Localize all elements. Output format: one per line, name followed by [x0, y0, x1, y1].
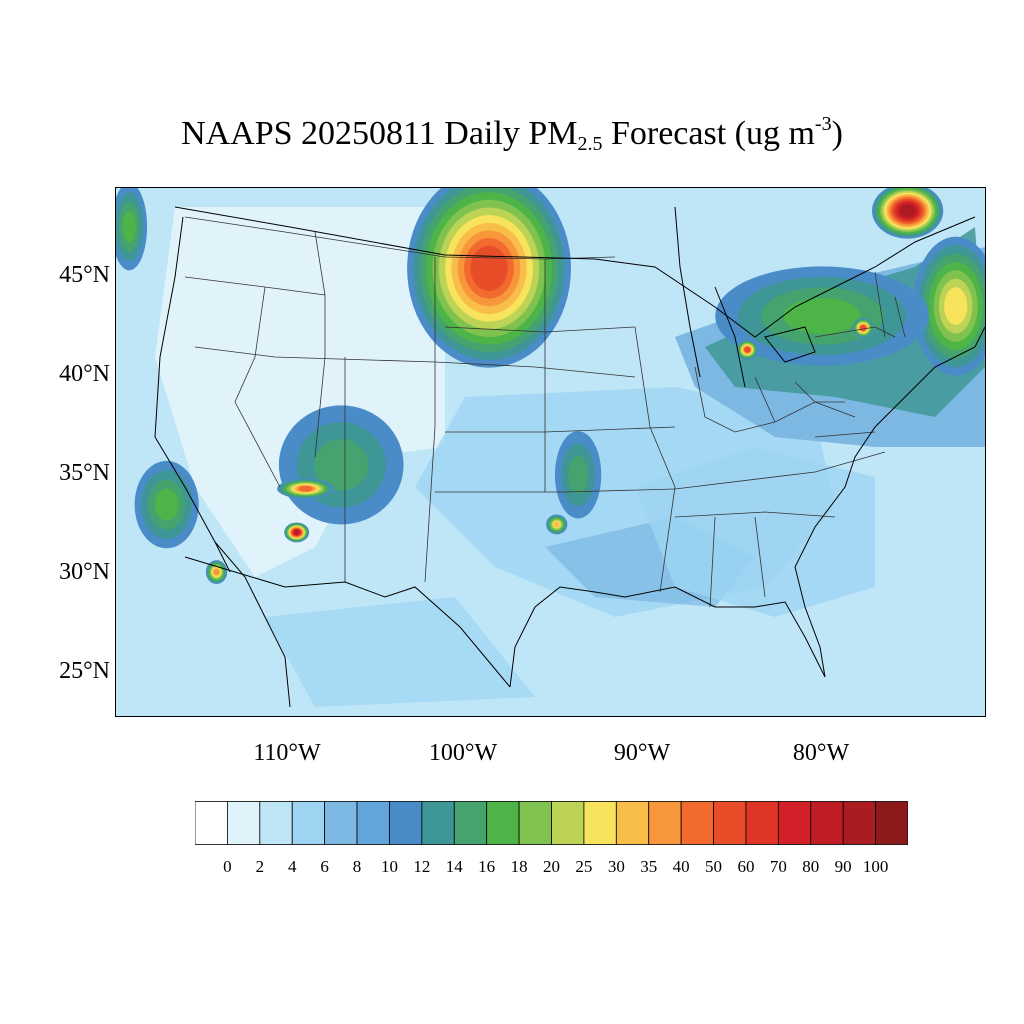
colorbar [195, 801, 908, 845]
colorbar-box [356, 801, 390, 845]
colorbar-box [713, 801, 747, 845]
interior-west-clean-air [155, 207, 445, 577]
plume-contour [213, 569, 220, 576]
louisiana-fire [546, 514, 568, 535]
colorbar-label: 4 [287, 857, 297, 876]
colorbar-label: 20 [543, 857, 560, 876]
pacific-nw-plume [115, 187, 148, 271]
plume-contour [314, 439, 369, 491]
plume-contour [744, 346, 751, 353]
country-borders [174, 206, 976, 688]
colorbar-box [745, 801, 779, 845]
lon-label: 90°W [613, 740, 671, 766]
southeast-field [635, 447, 875, 617]
lat-label: 40°N [59, 361, 110, 387]
plume-contour [900, 205, 915, 217]
colorbar-box [583, 801, 617, 845]
colorbar-label: 14 [445, 857, 463, 876]
lon-label: 80°W [792, 740, 850, 766]
arkansas-plume [554, 431, 602, 519]
colorbar-label: 10 [380, 857, 398, 876]
colorbar-box [259, 801, 293, 845]
colorbar-box [875, 801, 908, 845]
plume-contour [155, 488, 179, 521]
colorbar-label: 0 [223, 857, 232, 876]
colorbar-label: 2 [255, 857, 265, 876]
colorbar-box [648, 801, 682, 845]
colorbar-label: 60 [737, 857, 755, 876]
title-subscript: 2.5 [577, 133, 603, 155]
pm25-map [115, 187, 986, 717]
colorbar-label: 18 [510, 857, 528, 876]
plume-contour [860, 324, 867, 331]
colorbar-label: 16 [478, 857, 496, 876]
mexico-field [265, 597, 535, 707]
map-title: NAAPS 20250811 Daily PM2.5 Forecast (ug … [0, 112, 1024, 156]
coastlines [154, 206, 986, 708]
state-borders [184, 216, 906, 608]
colorbar-box [453, 801, 488, 845]
lat-label: 30°N [59, 559, 110, 585]
plume-contour [470, 245, 508, 291]
colorbar-box [518, 801, 552, 845]
colorbar-box [389, 801, 423, 845]
plume-contour [568, 455, 589, 494]
plume-contour [122, 210, 136, 243]
socal-plume [134, 460, 199, 549]
lake-erie-fire [736, 339, 759, 360]
four-corners-plume [278, 405, 404, 525]
colorbar-label: 35 [640, 857, 658, 876]
ny-fire [852, 318, 874, 338]
colorbar-label: 70 [769, 857, 787, 876]
plume-contour [783, 298, 861, 335]
plume-contour [553, 521, 560, 528]
colorbar-label: 90 [834, 857, 852, 876]
plume-layer [115, 187, 986, 585]
title-superscript: -3 [814, 113, 832, 135]
colorbar-box [551, 801, 585, 845]
colorbar-box [421, 801, 455, 845]
title-prefix: NAAPS 20250811 Daily PM [181, 115, 578, 152]
arizona-fire [284, 522, 310, 543]
colorbar-box [842, 801, 876, 845]
colorbar-label: 6 [320, 857, 329, 876]
colorbar-label: 30 [607, 857, 625, 876]
colorbar-box [615, 801, 650, 845]
map-frame [115, 187, 986, 717]
colorbar-box [810, 801, 844, 845]
colorbar-label: 100 [862, 857, 889, 876]
colorbar-label: 80 [802, 857, 820, 876]
plume-contour [293, 529, 300, 536]
new-england-plume [912, 236, 986, 376]
lon-label: 110°W [253, 740, 321, 766]
title-middle: Forecast (ug m [602, 115, 815, 152]
lat-label: 35°N [59, 460, 110, 486]
colorbar-box [195, 801, 228, 845]
colorbar-box [227, 801, 261, 845]
colorbar-label: 8 [352, 857, 362, 876]
plume-contour [944, 287, 968, 325]
colorbar-box [324, 801, 358, 845]
colorbar-label: 40 [672, 857, 690, 876]
colorbar-label: 50 [705, 857, 723, 876]
new-mexico-fire [277, 478, 335, 499]
colorbar-box [486, 801, 520, 845]
lat-label: 25°N [59, 658, 110, 684]
plume-contour [298, 485, 313, 492]
colorbar-label: 25 [575, 857, 593, 876]
colorbar-box [291, 801, 326, 845]
northern-plains-smoke [407, 187, 571, 368]
colorbar-label: 12 [413, 857, 431, 876]
colorbar-box [777, 801, 812, 845]
title-suffix: ) [831, 115, 843, 152]
lon-label: 100°W [428, 740, 498, 766]
lat-label: 45°N [59, 262, 110, 288]
colorbar-box [680, 801, 714, 845]
canada-quebec-smoke [872, 187, 944, 239]
